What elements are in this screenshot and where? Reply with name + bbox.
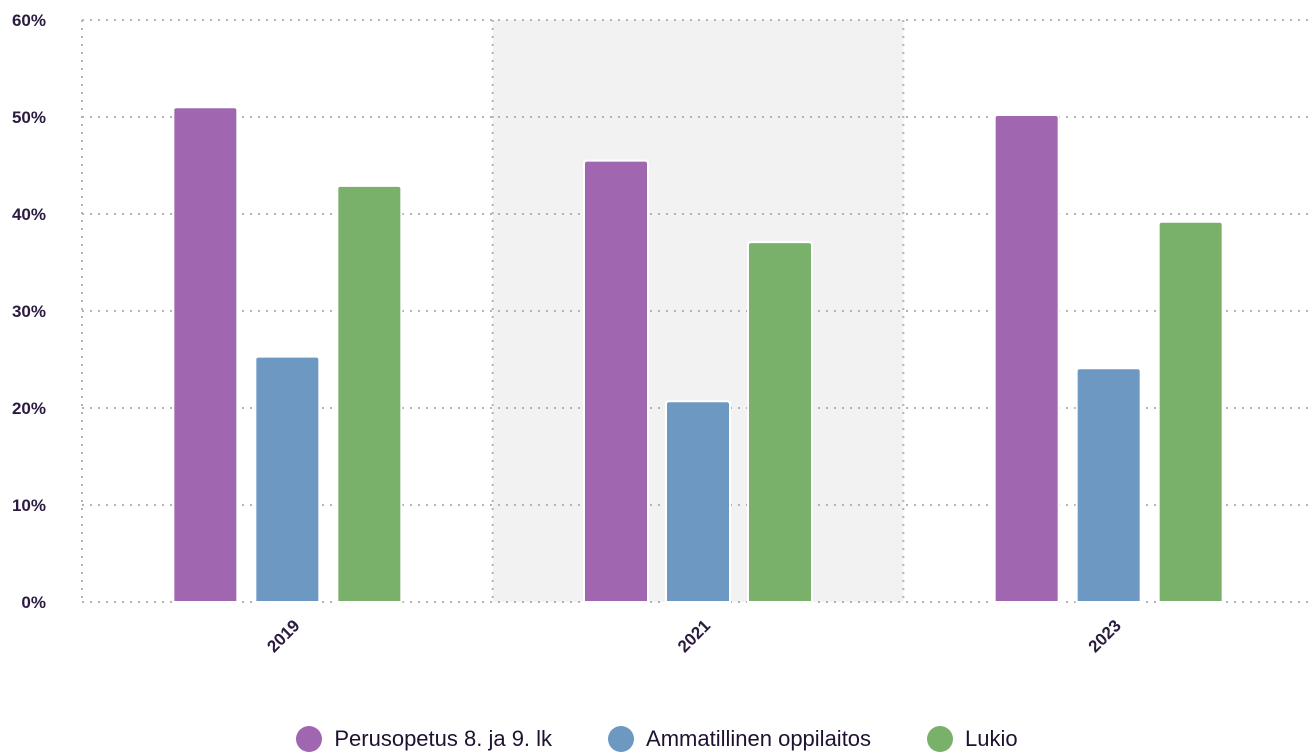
y-tick-label: 10%: [12, 496, 46, 515]
bar-2021-series-1[interactable]: [665, 400, 731, 603]
legend-swatch: [296, 726, 323, 752]
x-tick-label: 2019: [263, 616, 303, 656]
x-axis-ticks: 2019 2021 2023: [263, 616, 1125, 656]
y-axis-ticks: 0% 10% 20% 30% 40% 50% 60%: [12, 11, 46, 612]
bar-chart: 0% 10% 20% 30% 40% 50% 60% 2019 2021 2023: [12, 11, 1314, 656]
y-tick-label: 60%: [12, 11, 46, 30]
y-tick-label: 40%: [12, 205, 46, 224]
legend-label: Lukio: [965, 726, 1018, 751]
bar-2019-series-2[interactable]: [336, 184, 403, 603]
bar-2023-series-2[interactable]: [1157, 220, 1224, 603]
bars-group: [172, 106, 1224, 603]
legend-item[interactable]: Ammatillinen oppilaitos: [608, 726, 871, 752]
bar-2021-series-0[interactable]: [583, 159, 649, 603]
bar-2019-series-1[interactable]: [254, 355, 321, 603]
legend-label: Perusopetus 8. ja 9. lk: [334, 726, 553, 751]
y-tick-label: 30%: [12, 302, 46, 321]
legend-swatch: [608, 726, 635, 752]
x-tick-label: 2021: [674, 616, 714, 656]
y-tick-label: 0%: [21, 593, 46, 612]
bar-2021-series-2[interactable]: [747, 241, 813, 603]
legend-swatch: [927, 726, 954, 752]
legend: Perusopetus 8. ja 9. lk Ammatillinen oppi…: [0, 722, 1314, 756]
legend-item[interactable]: Lukio: [927, 726, 1018, 752]
bar-2023-series-1[interactable]: [1075, 367, 1142, 603]
legend-item[interactable]: Perusopetus 8. ja 9. lk: [296, 726, 552, 752]
x-tick-label: 2023: [1085, 616, 1125, 656]
bar-2023-series-0[interactable]: [993, 114, 1060, 603]
y-tick-label: 50%: [12, 108, 46, 127]
y-tick-label: 20%: [12, 399, 46, 418]
legend-label: Ammatillinen oppilaitos: [646, 726, 872, 751]
bar-2019-series-0[interactable]: [172, 106, 239, 603]
